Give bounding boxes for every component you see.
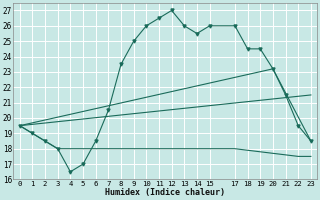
X-axis label: Humidex (Indice chaleur): Humidex (Indice chaleur) bbox=[105, 188, 225, 197]
